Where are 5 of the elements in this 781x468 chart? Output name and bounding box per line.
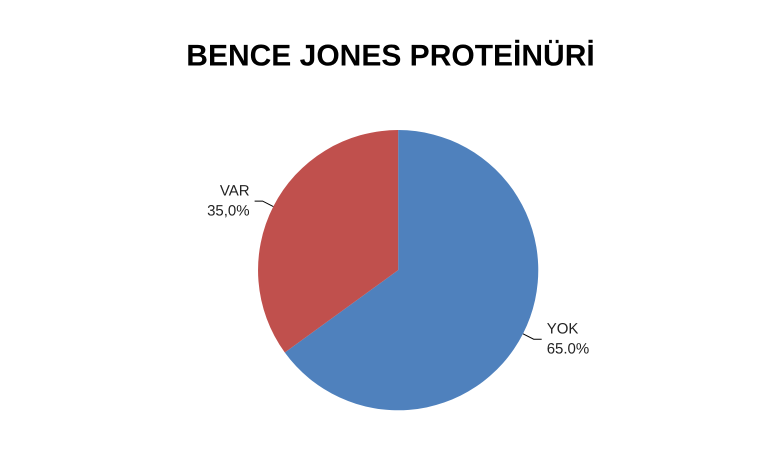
slice-label: YOK bbox=[546, 320, 578, 338]
slice-label: VAR bbox=[220, 182, 250, 200]
data-label: 35,0% bbox=[207, 202, 250, 220]
chart-title: BENCE JONES PROTEİNÜRİ bbox=[186, 40, 595, 72]
data-label: 65.0% bbox=[546, 340, 590, 358]
